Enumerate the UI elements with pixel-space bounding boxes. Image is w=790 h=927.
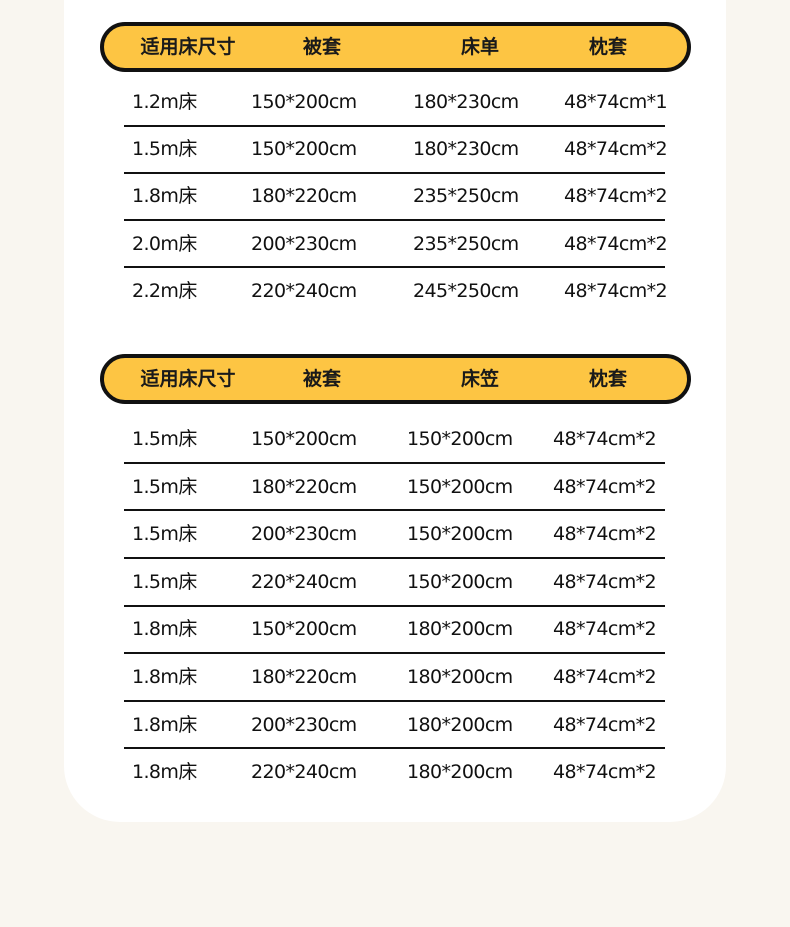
table-row: 1.8m床 220*240cm 180*200cm 48*74cm*2 <box>0 757 790 787</box>
table-cell: 2.2m床 <box>132 279 197 302</box>
table-cell: 200*230cm <box>251 232 357 255</box>
table-cell: 48*74cm*2 <box>553 475 657 498</box>
table-cell: 1.2m床 <box>132 91 197 113</box>
table-cell: 180*200cm <box>407 713 513 736</box>
row-divider <box>124 557 665 559</box>
header-cell: 床单 <box>460 36 500 58</box>
table-cell: 220*240cm <box>251 570 357 593</box>
table-cell: 150*200cm <box>251 618 357 641</box>
row-divider <box>124 461 665 464</box>
table-row: 1.5m床 150*200cm 150*200cm 48*74cm*2 <box>0 424 790 454</box>
row-divider <box>124 219 665 221</box>
table-cell: 1.5m床 <box>132 428 197 450</box>
header-cell: 枕套 <box>588 368 628 390</box>
table-cell: 150*200cm <box>407 570 513 593</box>
table-cell: 48*74cm*2 <box>564 279 668 302</box>
row-divider <box>124 266 665 269</box>
table-cell: 48*74cm*2 <box>553 570 657 593</box>
table-cell: 48*74cm*2 <box>553 761 657 784</box>
table-cell: 48*74cm*2 <box>564 185 668 208</box>
header-cell: 被套 <box>302 368 342 390</box>
table-cell: 150*200cm <box>407 475 513 498</box>
table-cell: 1.5m床 <box>132 570 197 593</box>
table1-header: 适用床尺寸 被套 床单 枕套 <box>100 22 691 72</box>
table-row: 2.0m床 200*230cm 235*250cm 48*74cm*2 <box>0 229 790 259</box>
table-cell: 200*230cm <box>251 713 357 736</box>
header-cell: 适用床尺寸 <box>140 36 236 58</box>
table2-header: 适用床尺寸 被套 床笠 枕套 <box>100 354 691 404</box>
table-cell: 180*200cm <box>407 666 513 688</box>
table-cell: 48*74cm*2 <box>553 618 657 641</box>
table-row: 1.5m床 220*240cm 150*200cm 48*74cm*2 <box>0 567 790 597</box>
table-cell: 48*74cm*2 <box>553 713 657 736</box>
table-cell: 1.8m床 <box>132 185 197 208</box>
table-row: 1.8m床 150*200cm 180*200cm 48*74cm*2 <box>0 614 790 644</box>
table-cell: 48*74cm*2 <box>553 428 657 450</box>
size-card <box>64 0 726 822</box>
table-row: 1.5m床 180*220cm 150*200cm 48*74cm*2 <box>0 472 790 502</box>
table-cell: 1.8m床 <box>132 618 197 641</box>
table-cell: 150*200cm <box>407 428 513 450</box>
table-cell: 220*240cm <box>251 761 357 784</box>
table-cell: 150*200cm <box>251 138 357 161</box>
table-row: 1.8m床 180*220cm 180*200cm 48*74cm*2 <box>0 662 790 692</box>
table-cell: 150*200cm <box>251 428 357 450</box>
table-cell: 1.8m床 <box>132 666 197 688</box>
table-row: 1.5m床 200*230cm 150*200cm 48*74cm*2 <box>0 519 790 549</box>
table-cell: 48*74cm*2 <box>553 523 657 546</box>
table-cell: 1.5m床 <box>132 523 197 546</box>
table-cell: 180*220cm <box>251 185 357 208</box>
table-cell: 180*220cm <box>251 475 357 498</box>
table-cell: 200*230cm <box>251 523 357 546</box>
table-cell: 2.0m床 <box>132 232 197 255</box>
row-divider <box>124 747 665 750</box>
header-cell: 枕套 <box>588 36 628 58</box>
table-row: 1.8m床 200*230cm 180*200cm 48*74cm*2 <box>0 710 790 740</box>
table-cell: 180*200cm <box>407 761 513 784</box>
table-row: 1.5m床 150*200cm 180*230cm 48*74cm*2 <box>0 134 790 164</box>
table-row: 1.2m床 150*200cm 180*230cm 48*74cm*1 <box>0 87 790 117</box>
table-cell: 1.8m床 <box>132 761 197 784</box>
table-cell: 150*200cm <box>251 91 357 113</box>
header-cell: 适用床尺寸 <box>140 368 236 390</box>
table-cell: 1.5m床 <box>132 138 197 161</box>
table-cell: 48*74cm*2 <box>564 232 668 255</box>
table-cell: 48*74cm*2 <box>564 138 668 161</box>
table-row: 2.2m床 220*240cm 245*250cm 48*74cm*2 <box>0 276 790 306</box>
table-cell: 48*74cm*2 <box>553 666 657 688</box>
table-cell: 180*230cm <box>413 91 519 113</box>
table-cell: 220*240cm <box>251 279 357 302</box>
row-divider <box>124 699 665 702</box>
table-cell: 1.8m床 <box>132 713 197 736</box>
table-cell: 245*250cm <box>413 279 519 302</box>
row-divider <box>124 124 665 127</box>
header-cell: 床笠 <box>460 368 500 390</box>
row-divider <box>124 509 665 512</box>
row-divider <box>124 604 665 607</box>
table-cell: 150*200cm <box>407 523 513 546</box>
table-cell: 180*200cm <box>407 618 513 641</box>
table-cell: 1.5m床 <box>132 475 197 498</box>
header-cell: 被套 <box>302 36 342 58</box>
row-divider <box>124 171 665 174</box>
table-cell: 180*230cm <box>413 138 519 161</box>
table-cell: 48*74cm*1 <box>564 91 668 113</box>
table-cell: 235*250cm <box>413 232 519 255</box>
table-cell: 180*220cm <box>251 666 357 688</box>
row-divider <box>124 652 665 655</box>
table-cell: 235*250cm <box>413 185 519 208</box>
table-row: 1.8m床 180*220cm 235*250cm 48*74cm*2 <box>0 181 790 211</box>
